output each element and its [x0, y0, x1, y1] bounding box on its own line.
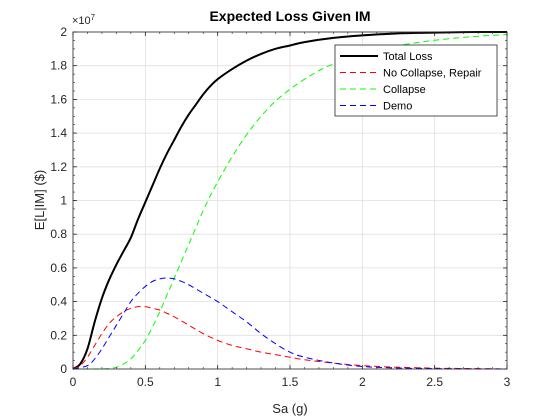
y-tick-label: 1.4	[50, 126, 67, 140]
y-tick-label: 0.8	[50, 227, 67, 241]
x-tick-label: 2.5	[426, 375, 443, 389]
y-exponent-label: ×107	[72, 13, 96, 27]
y-tick-label: 1	[60, 194, 67, 208]
x-tick-label: 2	[359, 375, 366, 389]
x-tick-label: 1	[214, 375, 221, 389]
y-exponent-base: ×10	[72, 15, 91, 27]
legend-label-total-loss: Total Loss	[383, 51, 433, 63]
legend-label-demo: Demo	[383, 101, 412, 113]
series-layer	[72, 30, 508, 370]
y-exponent-power: 7	[91, 13, 96, 22]
y-axis-label: E[L|IM] ($)	[32, 170, 47, 230]
x-tick-labels: 0 0.5 1 1.5 2 2.5 3	[70, 375, 511, 389]
legend-items: Total Loss No Collapse, Repair Collapse Dem…	[340, 51, 482, 113]
series-line-collapse	[73, 34, 508, 370]
legend-label-no-collapse-repair: No Collapse, Repair	[383, 68, 482, 80]
legend: Total Loss No Collapse, Repair Collapse Dem…	[334, 44, 498, 117]
chart-title: Expected Loss Given IM	[209, 8, 370, 24]
series-line-total-loss	[72, 30, 508, 370]
series-line-demo	[72, 277, 508, 370]
tick-marks	[72, 31, 508, 370]
x-tick-label: 0.5	[137, 375, 154, 389]
x-axis-label: Sa (g)	[272, 401, 307, 416]
x-tick-label: 1.5	[282, 375, 299, 389]
y-tick-label: 1.2	[50, 160, 67, 174]
legend-label-collapse: Collapse	[383, 84, 426, 96]
y-tick-label: 1.6	[50, 92, 67, 106]
x-tick-label: 0	[70, 375, 77, 389]
y-tick-label: 0.2	[50, 328, 67, 342]
y-tick-label: 0	[60, 362, 67, 376]
x-tick-label: 3	[504, 375, 511, 389]
series-line-no-collapse-repair	[72, 305, 508, 370]
y-tick-label: 1.8	[50, 59, 67, 73]
y-tick-labels: 0 0.2 0.4 0.6 0.8 1 1.2 1.4 1.6 1.8 2	[50, 25, 67, 376]
y-tick-label: 0.4	[50, 295, 67, 309]
y-tick-label: 2	[60, 25, 67, 39]
y-tick-label: 0.6	[50, 261, 67, 275]
